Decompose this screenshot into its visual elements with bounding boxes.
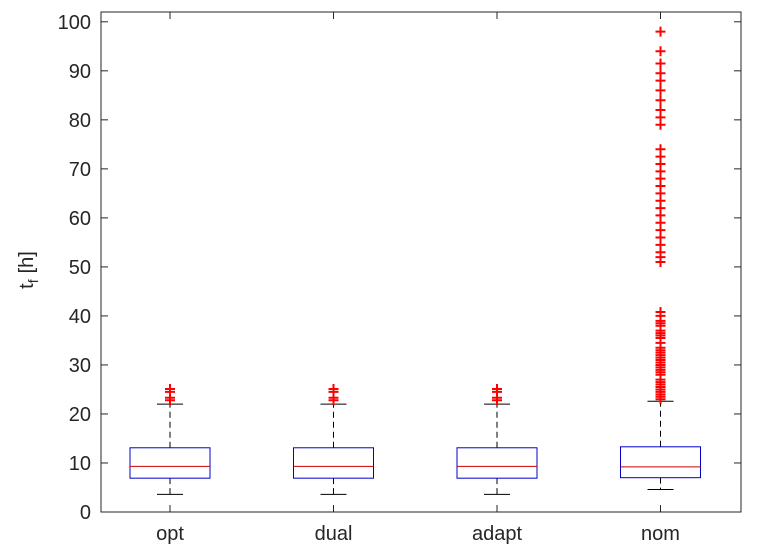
outlier-marker [655, 85, 666, 96]
box-nom [620, 26, 701, 490]
y-axis-ticks: 0 10 20 30 40 50 60 70 80 90 100 [58, 12, 741, 524]
x-category-label: adapt [472, 523, 522, 545]
box-adapt [456, 383, 538, 495]
plot-frame [100, 11, 742, 513]
outlier-marker [655, 144, 666, 155]
y-tick-label: 70 [69, 159, 91, 181]
interquartile-box [293, 447, 374, 479]
x-category-label: nom [641, 523, 680, 545]
x-category-label: dual [315, 523, 353, 545]
outlier-marker [492, 383, 502, 394]
y-axis-title-subscript: f [25, 279, 41, 283]
box-dual [293, 383, 374, 495]
y-tick-label: 10 [69, 453, 91, 475]
y-tick-label: 20 [69, 404, 91, 426]
outlier-marker [655, 307, 666, 317]
interquartile-box [456, 447, 538, 479]
outlier-marker [655, 46, 666, 57]
y-tick-label: 0 [80, 502, 91, 524]
y-tick-label: 80 [69, 110, 91, 132]
outlier-marker [655, 68, 666, 79]
y-tick-label: 40 [69, 306, 91, 328]
y-tick-label: 30 [69, 355, 91, 377]
interquartile-box [620, 446, 701, 479]
outlier-marker [655, 105, 666, 116]
x-axis-ticks: opt dual adapt nom [156, 12, 680, 545]
outlier-marker [165, 383, 175, 394]
box-opt [129, 383, 211, 495]
y-tick-label: 100 [58, 12, 91, 34]
outlier-marker [328, 383, 339, 394]
outlier-marker [655, 95, 666, 106]
interquartile-box [129, 447, 211, 479]
x-category-label: opt [156, 523, 184, 545]
y-tick-label: 50 [69, 257, 91, 279]
y-tick-label: 90 [69, 61, 91, 83]
y-tick-label: 60 [69, 208, 91, 230]
outlier-marker [655, 26, 666, 37]
y-axis-title-base: t [16, 283, 38, 289]
box-series [129, 26, 701, 495]
outlier-marker [655, 58, 666, 69]
y-axis-title: tf [h] [16, 251, 41, 289]
plot-area-border [100, 11, 742, 513]
y-axis-title-unit: [h] [16, 251, 38, 273]
